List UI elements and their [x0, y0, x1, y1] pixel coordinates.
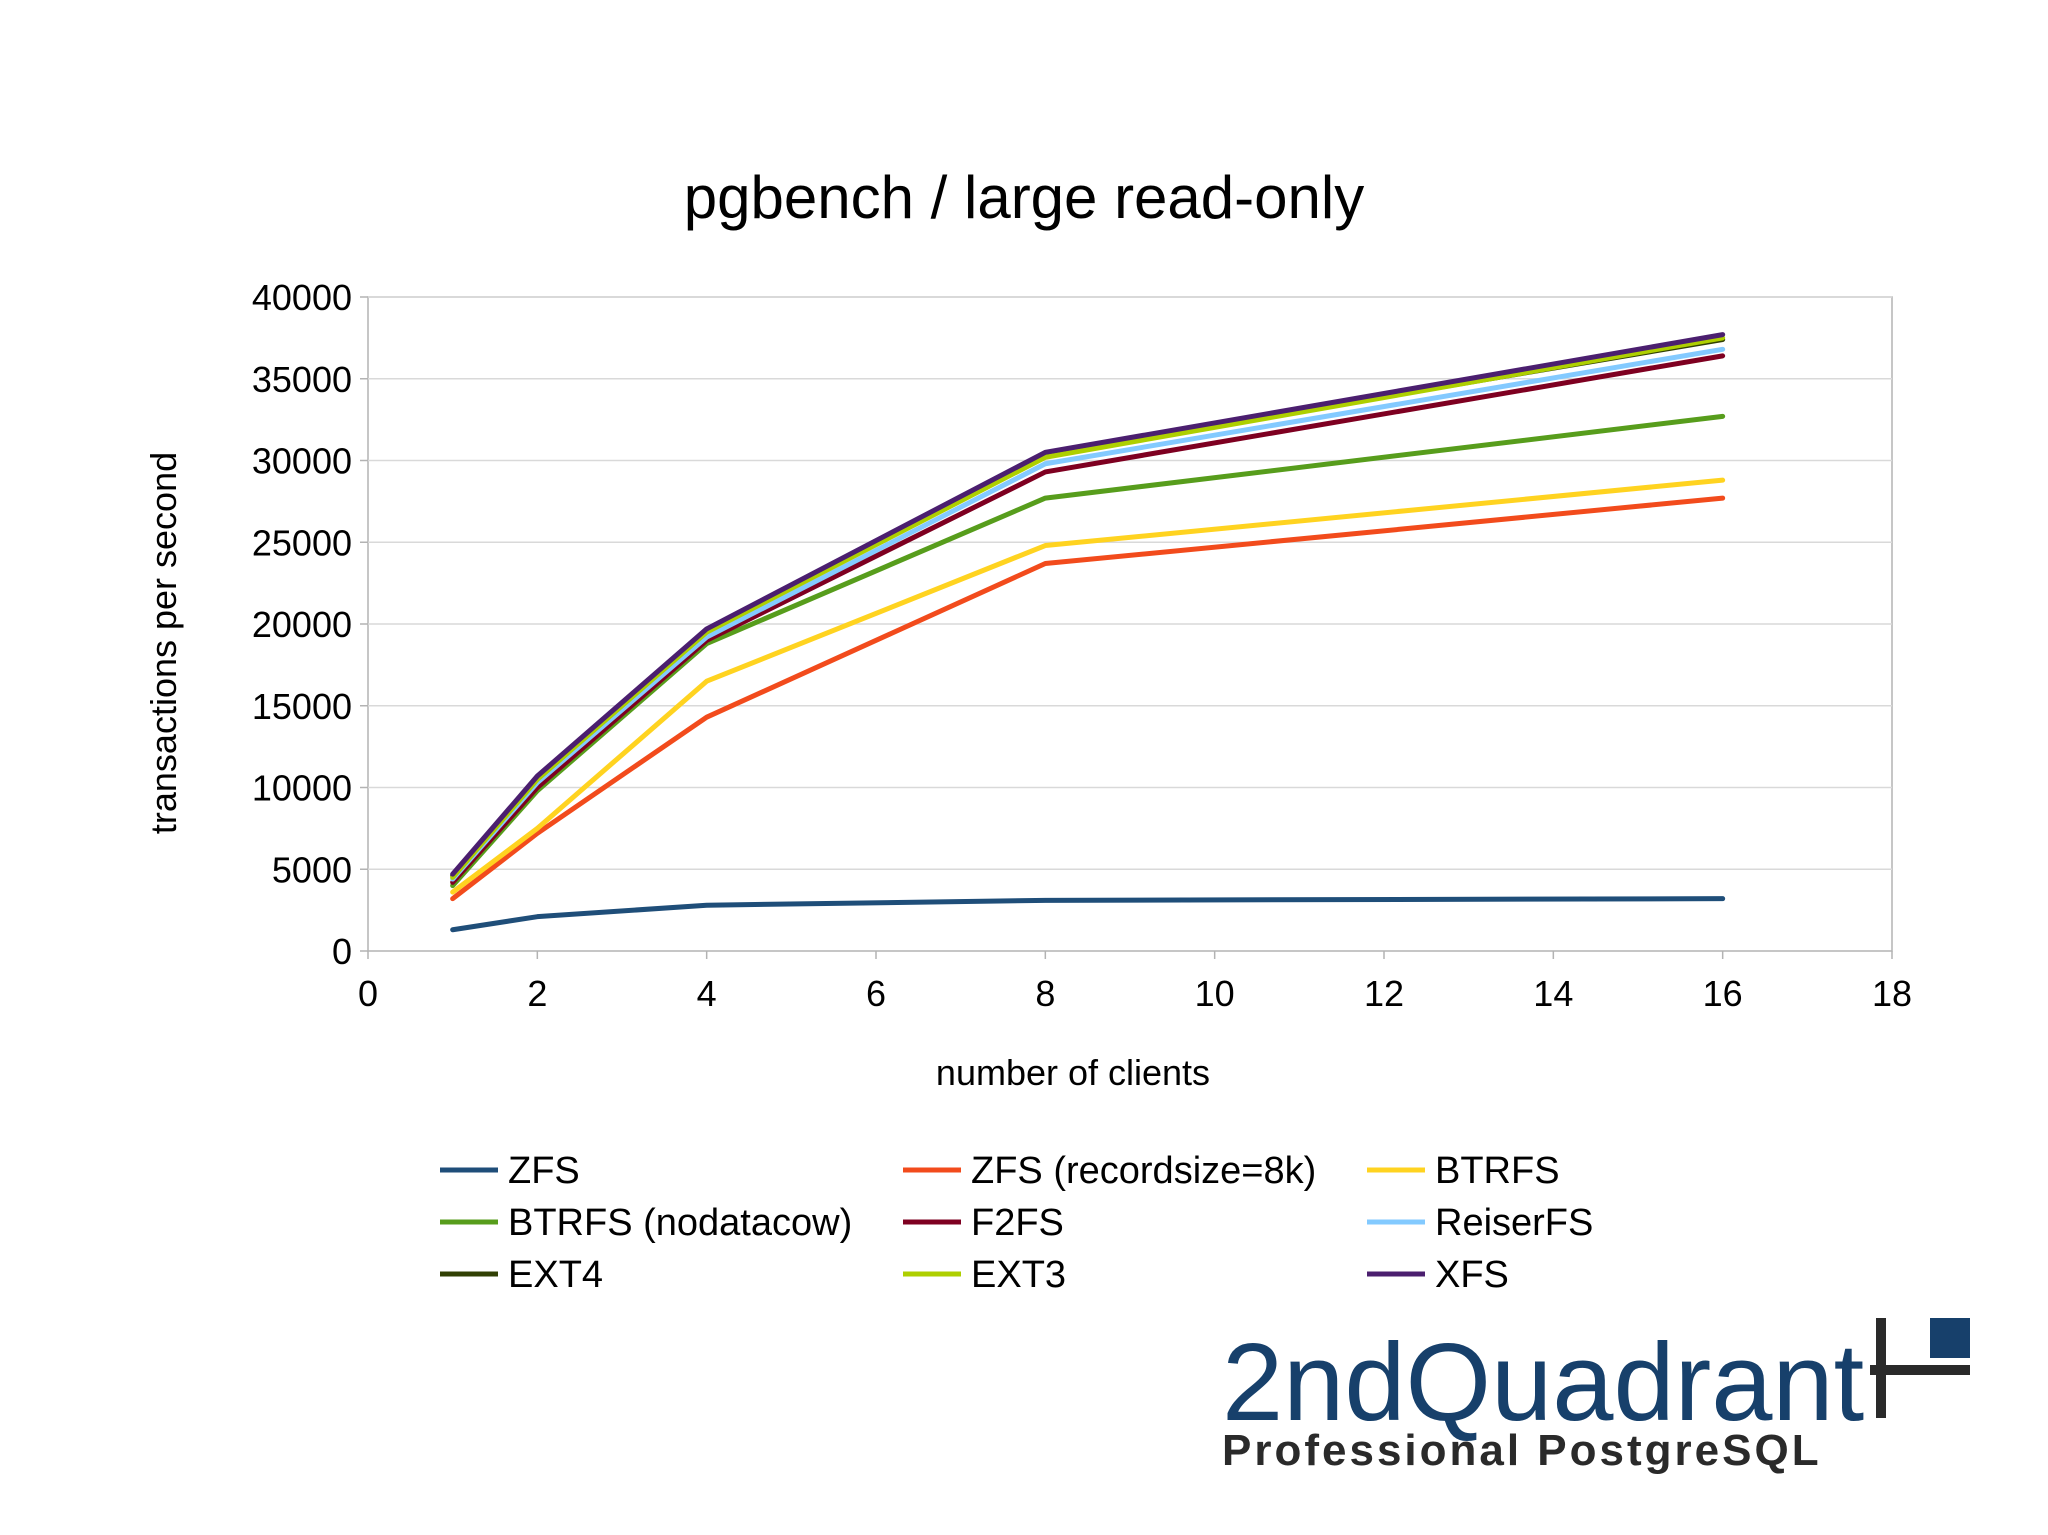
legend-label: ZFS — [508, 1150, 580, 1192]
plot-area: 0 5000 10000 15000 20000 25000 30000 35000 40000… — [252, 277, 1912, 1014]
x-tick-label: 12 — [1364, 973, 1404, 1014]
legend-item: XFS — [1367, 1254, 1509, 1296]
legend-item: F2FS — [903, 1202, 1064, 1244]
series-lines — [450, 332, 1726, 933]
x-tick-label: 8 — [1035, 973, 1055, 1014]
legend-label: BTRFS — [1435, 1150, 1560, 1192]
x-axis-ticks: 0 2 4 6 8 10 12 14 16 18 — [358, 951, 1912, 1014]
series-line — [450, 495, 1726, 902]
y-tick-label: 5000 — [272, 849, 352, 890]
y-tick-label: 15000 — [252, 686, 352, 727]
x-tick-label: 6 — [866, 973, 886, 1014]
series-line — [450, 896, 1726, 933]
y-tick-label: 40000 — [252, 277, 352, 318]
legend-label: XFS — [1435, 1254, 1509, 1296]
y-axis-ticks: 0 5000 10000 15000 20000 25000 30000 35000 40000 — [252, 277, 368, 972]
legend-item: EXT4 — [440, 1254, 603, 1296]
grid-lines — [368, 296, 1892, 870]
legend-label: ReiserFS — [1435, 1202, 1593, 1244]
legend-label: F2FS — [971, 1202, 1064, 1244]
legend-item: ReiserFS — [1367, 1202, 1593, 1244]
logo-tagline: Professional PostgreSQL — [1222, 1426, 1822, 1475]
x-tick-label: 4 — [697, 973, 717, 1014]
legend-item: ZFS (recordsize=8k) — [903, 1150, 1316, 1192]
logo-plus-horizontal — [1870, 1365, 1970, 1375]
legend: ZFS ZFS (recordsize=8k) BTRFS BTRFS (nodata… — [440, 1150, 1593, 1296]
legend-item: ZFS — [440, 1150, 580, 1192]
logo-wordmark: 2ndQuadrant — [1222, 1321, 1864, 1444]
x-tick-label: 18 — [1872, 973, 1912, 1014]
y-tick-label: 25000 — [252, 522, 352, 563]
x-tick-label: 14 — [1533, 973, 1573, 1014]
legend-item: BTRFS — [1367, 1150, 1560, 1192]
series-line — [450, 332, 1726, 877]
y-axis-label: transactions per second — [143, 452, 184, 834]
y-tick-label: 0 — [332, 931, 352, 972]
legend-label: EXT3 — [971, 1254, 1066, 1296]
x-axis-label: number of clients — [936, 1052, 1210, 1093]
x-tick-label: 16 — [1703, 973, 1743, 1014]
legend-label: BTRFS (nodatacow) — [508, 1202, 852, 1244]
legend-item: BTRFS (nodatacow) — [440, 1202, 852, 1244]
logo-square — [1930, 1318, 1970, 1358]
x-tick-label: 10 — [1195, 973, 1235, 1014]
x-tick-label: 2 — [527, 973, 547, 1014]
legend-item: EXT3 — [903, 1254, 1066, 1296]
y-tick-label: 10000 — [252, 768, 352, 809]
series-line — [450, 477, 1726, 895]
y-tick-label: 30000 — [252, 441, 352, 482]
y-tick-label: 20000 — [252, 604, 352, 645]
chart-title: pgbench / large read-only — [684, 164, 1364, 231]
y-tick-label: 35000 — [252, 359, 352, 400]
x-tick-label: 0 — [358, 973, 378, 1014]
legend-label: EXT4 — [508, 1254, 603, 1296]
legend-label: ZFS (recordsize=8k) — [971, 1150, 1316, 1192]
company-logo: 2ndQuadrant Professional PostgreSQL — [1222, 1318, 1970, 1475]
logo-plus-vertical — [1876, 1318, 1886, 1418]
